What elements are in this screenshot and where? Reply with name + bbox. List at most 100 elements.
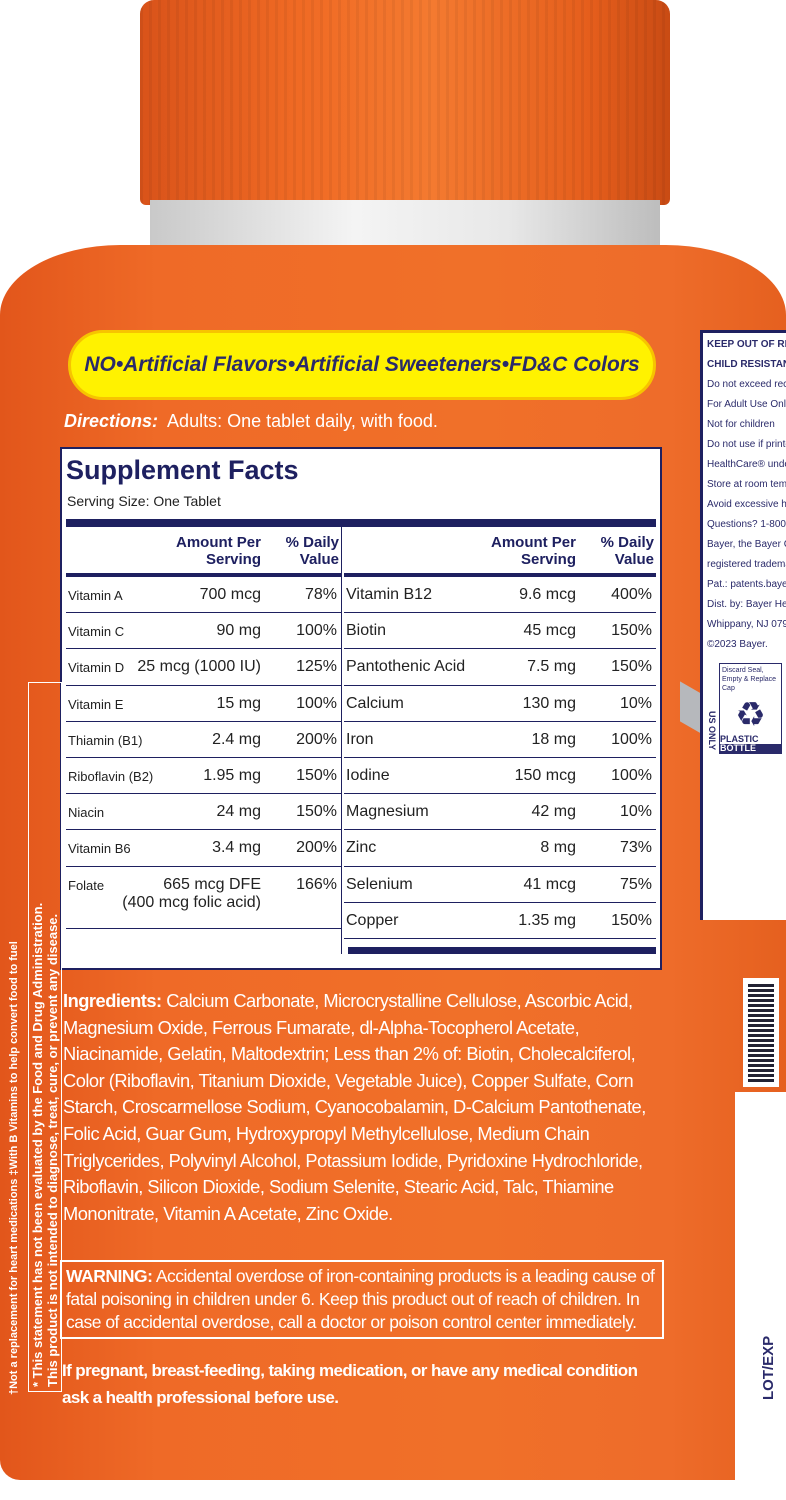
facts-title: Supplement Facts bbox=[66, 455, 299, 485]
nutrient-name: Vitamin E bbox=[68, 696, 124, 712]
side-note: †Not a replacement for heart medications… bbox=[8, 941, 20, 1395]
header-amount: Amount Per Serving bbox=[175, 534, 261, 568]
side-label-line: Dist. by: Bayer Health bbox=[707, 599, 786, 610]
nutrient-amount: 90 mg bbox=[216, 622, 261, 640]
iron-warning: WARNING: Accidental overdose of iron-con… bbox=[60, 1260, 664, 1339]
nutrient-row: Biotin 45 mcg 150% bbox=[344, 613, 656, 650]
nutrient-amount: 700 mcg bbox=[199, 586, 261, 603]
nutrient-dv: 100% bbox=[611, 766, 652, 784]
bottle-neck bbox=[150, 200, 660, 250]
divider bbox=[66, 519, 656, 527]
supplement-facts-panel: Supplement Facts Serving Size: One Table… bbox=[60, 447, 662, 970]
nutrient-amount: 24 mg bbox=[216, 803, 261, 821]
side-label-line: Do not exceed recomm bbox=[707, 379, 786, 390]
side-label-line: Avoid excessive heat bbox=[707, 499, 786, 510]
nutrient-name: Iodine bbox=[346, 766, 390, 784]
nutrient-row: Vitamin C 90 mg 100% bbox=[66, 613, 341, 650]
header-dv: % Daily Value bbox=[285, 534, 339, 568]
nutrient-row: Vitamin D 25 mcg (1000 IU) 125% bbox=[66, 649, 341, 686]
side-label-line: ©2023 Bayer. bbox=[707, 639, 768, 650]
nutrient-row: Calcium 130 mg 10% bbox=[344, 686, 656, 722]
side-label-line: Pat.: patents.bayer bbox=[707, 579, 786, 590]
nutrient-row: Thiamin (B1) 2.4 mg 200% bbox=[66, 722, 341, 758]
nutrient-name: Vitamin C bbox=[68, 624, 125, 640]
nutrient-amount: 15 mg bbox=[216, 694, 261, 712]
nutrient-name: Zinc bbox=[346, 839, 377, 857]
side-label-line: Store at room tempera bbox=[707, 479, 786, 490]
nutrient-amount: 18 mg bbox=[531, 730, 576, 748]
nutrient-amount: 8 mg bbox=[540, 839, 576, 857]
side-label: KEEP OUT OF REACH CHILD RESISTANT Do not e… bbox=[700, 330, 786, 920]
divider bbox=[348, 947, 656, 954]
nutrient-amount: 1.35 mg bbox=[518, 911, 576, 929]
nutrient-row: Magnesium 42 mg 10% bbox=[344, 794, 656, 831]
nutrient-dv: 150% bbox=[611, 622, 652, 640]
nutrient-dv: 166% bbox=[296, 875, 337, 893]
nutrient-name: Riboflavin (B2) bbox=[68, 768, 154, 784]
nutrient-row: Selenium 41 mcg 75% bbox=[344, 867, 656, 903]
nutrient-amount: 1.95 mg bbox=[203, 766, 261, 784]
barcode bbox=[743, 978, 779, 1087]
side-label-line: Do not use if printed bbox=[707, 439, 786, 450]
side-label-line: KEEP OUT OF REACH bbox=[707, 339, 786, 350]
nutrient-row: Vitamin B6 3.4 mg 200% bbox=[66, 830, 341, 867]
side-label-line: Whippany, NJ 07981 bbox=[707, 619, 786, 630]
nutrient-dv: 150% bbox=[296, 803, 337, 821]
nutrient-dv: 125% bbox=[296, 658, 337, 676]
nutrient-row: Vitamin E 15 mg 100% bbox=[66, 686, 341, 722]
nutrient-row: Pantothenic Acid 7.5 mg 150% bbox=[344, 649, 656, 686]
recycle-badge: Discard Seal, Empty & Replace Cap ♻ PLAS… bbox=[719, 663, 782, 754]
nutrient-dv: 10% bbox=[619, 694, 652, 712]
directions: Directions: Adults: One tablet daily, wi… bbox=[64, 411, 438, 431]
fda-disclaimer: * This statement has not been evaluated … bbox=[28, 682, 62, 1392]
nutrient-name: Copper bbox=[346, 911, 399, 929]
bottle-cap bbox=[140, 0, 670, 205]
side-label-line: For Adult Use Only bbox=[707, 399, 786, 410]
nutrient-name: Iron bbox=[346, 730, 374, 748]
nutrient-dv: 200% bbox=[296, 730, 337, 748]
nutrient-name: Vitamin B6 bbox=[68, 841, 131, 857]
us-only-label: US ONLY bbox=[707, 710, 717, 750]
nutrient-amount: 42 mg bbox=[531, 803, 576, 821]
lot-exp: LOT/EXP bbox=[760, 1335, 777, 1400]
nutrient-dv: 200% bbox=[296, 839, 337, 857]
nutrient-dv: 75% bbox=[619, 875, 652, 893]
nutrient-dv: 150% bbox=[611, 658, 652, 676]
recycle-icon: ♻ bbox=[735, 696, 766, 734]
nutrient-row: Niacin 24 mg 150% bbox=[66, 794, 341, 831]
nutrient-amount: 150 mcg bbox=[514, 766, 576, 784]
nutrient-name: Calcium bbox=[346, 694, 404, 712]
facts-right-column: Amount Per Serving % Daily Value Vitamin … bbox=[344, 527, 656, 954]
nutrient-name: Vitamin A bbox=[68, 588, 123, 603]
facts-left-column: Amount Per Serving % Daily Value Vitamin … bbox=[66, 527, 342, 954]
pregnancy-warning: If pregnant, breast-feeding, taking medi… bbox=[62, 1361, 638, 1407]
nutrient-row: Copper 1.35 mg 150% bbox=[344, 903, 656, 939]
nutrient-name: Pantothenic Acid bbox=[346, 658, 466, 676]
nutrient-row: Riboflavin (B2) 1.95 mg 150% bbox=[66, 758, 341, 795]
nutrient-dv: 150% bbox=[611, 911, 652, 929]
lot-panel bbox=[735, 1092, 786, 1480]
side-label-line: Bayer, the Bayer Cross bbox=[707, 539, 786, 550]
nutrient-dv: 78% bbox=[304, 586, 337, 603]
nutrient-amount: 2.4 mg bbox=[212, 730, 261, 748]
side-label-line: Not for children bbox=[707, 419, 775, 430]
nutrient-row: Vitamin A 700 mcg 78% bbox=[66, 577, 341, 614]
nutrient-name: Thiamin (B1) bbox=[68, 732, 143, 748]
nutrient-dv: 100% bbox=[296, 622, 337, 640]
no-artificial-banner: NO•Artificial Flavors•Artificial Sweeten… bbox=[68, 330, 656, 400]
nutrient-name: Vitamin B12 bbox=[346, 586, 432, 603]
serving-size: Serving Size: One Tablet bbox=[67, 493, 221, 509]
nutrient-row: Folate 665 mcg DFE (400 mcg folic acid) 166… bbox=[66, 867, 341, 929]
nutrient-row: Zinc 8 mg 73% bbox=[344, 830, 656, 867]
nutrient-dv: 100% bbox=[296, 694, 337, 712]
nutrient-row: Vitamin B12 9.6 mcg 400% bbox=[344, 577, 656, 614]
header-dv: % Daily Value bbox=[600, 534, 654, 568]
nutrient-amount: 25 mcg (1000 IU) bbox=[137, 658, 261, 676]
side-label-line: CHILD RESISTANT bbox=[707, 359, 786, 370]
side-label-line: HealthCare® under cap bbox=[707, 459, 786, 470]
ingredients: Ingredients: Calcium Carbonate, Microcry… bbox=[63, 990, 646, 1224]
nutrient-amount: 45 mcg bbox=[523, 622, 576, 640]
nutrient-amount: 3.4 mg bbox=[212, 839, 261, 857]
nutrient-dv: 73% bbox=[619, 839, 652, 857]
nutrient-row: Iron 18 mg 100% bbox=[344, 722, 656, 758]
